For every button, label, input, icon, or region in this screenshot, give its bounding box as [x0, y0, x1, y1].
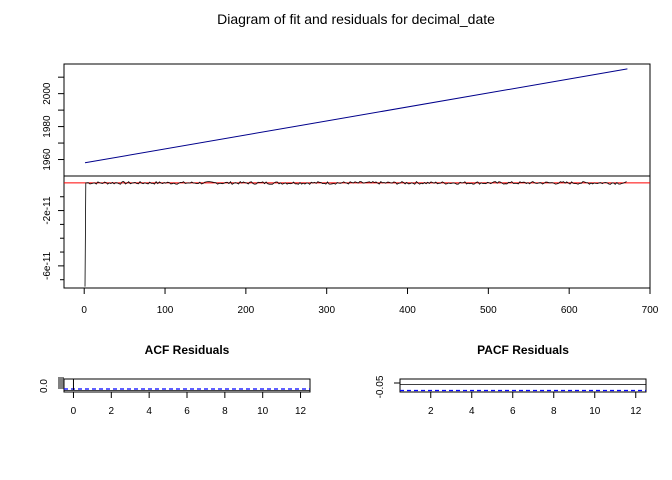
acf-y-tick-label: 0.0: [39, 379, 50, 393]
residual-panel-frame: [63, 175, 651, 289]
acf-x-tick-label: 8: [222, 406, 228, 417]
residual-x-tick-label: 400: [399, 305, 416, 316]
pacf-x-tick-label: 6: [510, 406, 516, 417]
fit-series-line: [84, 68, 628, 164]
pacf-x-tick-label: 12: [630, 406, 642, 417]
pacf-x-tick-label: 2: [428, 406, 434, 417]
pacf-x-tick-label: 4: [469, 406, 475, 417]
residual-x-tick-label: 200: [238, 305, 255, 316]
residual-series-line: [84, 180, 627, 287]
pacf-panel: PACF Residuals -0.05 2 4 6 8 10 12: [375, 343, 647, 417]
acf-panel: ACF Residuals 0.0 0 2 4 6 8 10 12: [39, 343, 311, 417]
acf-x-tick-label: 6: [184, 406, 190, 417]
residual-x-tick-label: 600: [561, 305, 578, 316]
fit-y-tick-label: 2000: [42, 82, 53, 105]
residual-panel: -2e-11 -6e-11 0 100 200 300 400 500 600 700: [42, 175, 659, 316]
fit-panel: 1960 1980 2000: [42, 63, 651, 177]
chart-title: Diagram of fit and residuals for decimal…: [217, 11, 495, 27]
fit-y-tick-label: 1960: [42, 148, 53, 171]
pacf-panel-frame: [399, 378, 647, 393]
acf-x-tick-label: 4: [146, 406, 152, 417]
acf-x-tick-label: 10: [257, 406, 269, 417]
pacf-x-tick-label: 10: [589, 406, 601, 417]
pacf-x-tick-label: 8: [551, 406, 557, 417]
residual-y-tick-label: -6e-11: [42, 251, 53, 280]
acf-x-tick-label: 2: [109, 406, 115, 417]
residual-y-tick-label: -2e-11: [42, 196, 53, 225]
fit-y-tick-label: 1980: [42, 115, 53, 138]
residual-x-tick-label: 100: [157, 305, 174, 316]
acf-x-tick-label: 0: [71, 406, 77, 417]
pacf-title: PACF Residuals: [477, 343, 569, 357]
acf-x-tick-label: 12: [295, 406, 307, 417]
residual-x-tick-label: 300: [318, 305, 335, 316]
fit-panel-frame: [63, 63, 651, 177]
residual-x-tick-label: 0: [81, 305, 87, 316]
residual-x-tick-label: 700: [642, 305, 659, 316]
residual-x-tick-label: 500: [480, 305, 497, 316]
acf-panel-frame: [63, 378, 311, 393]
acf-title: ACF Residuals: [145, 343, 230, 357]
pacf-y-tick-label: -0.05: [375, 375, 386, 398]
